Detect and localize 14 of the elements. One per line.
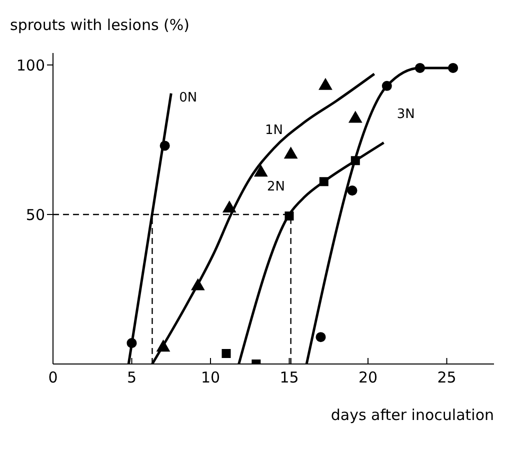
x-tick-label: 0 — [48, 368, 58, 387]
x-tick-label: 15 — [280, 368, 299, 387]
x-tick-label: 5 — [126, 368, 137, 387]
x-tick-label: 25 — [437, 368, 456, 387]
series-label: 2N — [267, 180, 285, 195]
series-label: 1N — [265, 122, 283, 138]
y-tick-label: 50 — [26, 206, 45, 224]
y-axis-title: sprouts with lesions (%) — [10, 16, 190, 34]
series-label: 3N — [396, 106, 415, 122]
x-axis-title: days after inoculation — [330, 406, 494, 424]
x-tick-label: 10 — [200, 368, 220, 387]
x-tick-label: 20 — [358, 368, 378, 387]
series-label: 0N — [179, 90, 198, 106]
y-tick-label: 100 — [16, 56, 45, 74]
